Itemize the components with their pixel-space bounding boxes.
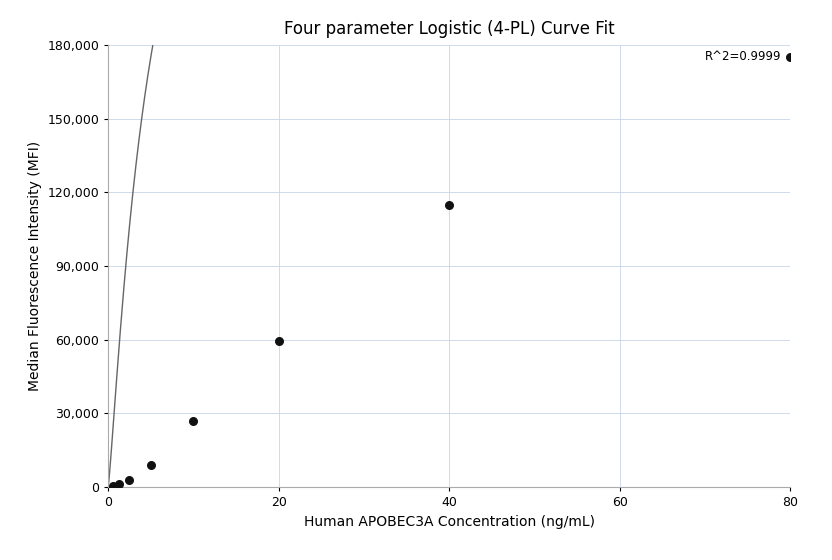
Y-axis label: Median Fluorescence Intensity (MFI): Median Fluorescence Intensity (MFI) [27, 141, 42, 391]
Title: Four parameter Logistic (4-PL) Curve Fit: Four parameter Logistic (4-PL) Curve Fit [284, 20, 615, 38]
Text: R^2=0.9999: R^2=0.9999 [706, 50, 782, 63]
Point [112, 479, 126, 488]
Point [272, 337, 285, 346]
Point [186, 417, 201, 426]
X-axis label: Human APOBEC3A Concentration (ng/mL): Human APOBEC3A Concentration (ng/mL) [304, 515, 595, 529]
Point [144, 460, 157, 469]
Point [123, 475, 136, 484]
Point [443, 200, 456, 209]
Point [106, 481, 120, 490]
Point [784, 53, 797, 62]
